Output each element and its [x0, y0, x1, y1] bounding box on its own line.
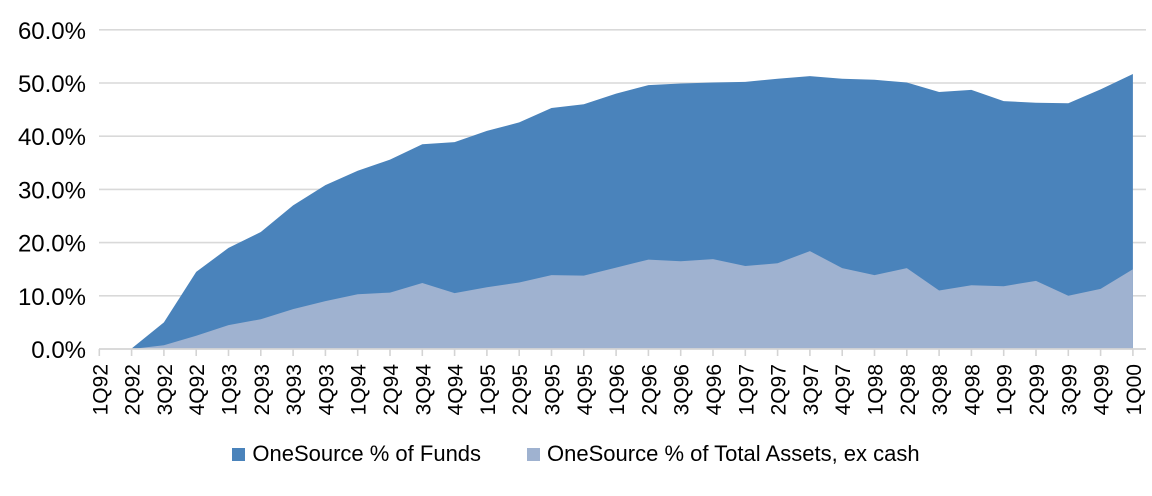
x-axis-tick-label: 2Q93	[251, 364, 274, 415]
legend-label-assets: OneSource % of Total Assets, ex cash	[547, 441, 920, 466]
y-axis-tick-label: 60.0%	[18, 18, 86, 45]
x-axis-tick-label: 2Q99	[1026, 364, 1049, 415]
y-axis-tick-label: 0.0%	[31, 337, 86, 364]
x-axis-tick-label: 4Q97	[832, 364, 855, 415]
x-axis-tick-label: 4Q96	[703, 364, 726, 415]
x-axis-tick-label: 1Q00	[1123, 364, 1146, 415]
x-axis-tick-label: 3Q93	[283, 364, 306, 415]
x-axis-tick-label: 1Q97	[735, 364, 758, 415]
legend-item-assets: OneSource % of Total Assets, ex cash	[527, 441, 920, 467]
legend-label-funds: OneSource % of Funds	[252, 441, 482, 466]
x-axis-tick-label: 4Q94	[445, 364, 468, 416]
x-axis-tick-label: 2Q95	[509, 364, 532, 415]
y-axis-tick-label: 10.0%	[18, 284, 86, 311]
legend: OneSource % of Funds OneSource % of Tota…	[0, 440, 1152, 468]
x-axis-tick-label: 4Q93	[315, 364, 338, 415]
x-axis-tick-label: 3Q97	[800, 364, 823, 415]
x-axis-tick-label: 1Q94	[348, 364, 371, 416]
x-axis-tick-label: 4Q98	[961, 364, 984, 415]
x-axis-tick-label: 4Q95	[574, 364, 597, 415]
x-axis-tick-label: 3Q99	[1058, 364, 1081, 415]
area-series-1	[99, 251, 1133, 349]
x-axis-tick-label: 1Q96	[606, 364, 629, 415]
y-axis-tick-label: 40.0%	[18, 124, 86, 151]
x-axis-tick-label: 4Q99	[1091, 364, 1114, 415]
y-axis-tick-label: 20.0%	[18, 231, 86, 258]
x-axis-tick-label: 3Q94	[412, 364, 435, 416]
x-axis-tick-label: 2Q96	[638, 364, 661, 415]
y-axis-tick-label: 30.0%	[18, 177, 86, 204]
x-axis-tick-label: 1Q95	[477, 364, 500, 415]
x-axis-tick-label: 1Q99	[994, 364, 1017, 415]
x-axis-tick-label: 2Q92	[122, 364, 145, 415]
x-axis-tick-label: 2Q94	[380, 364, 403, 416]
x-axis-tick-label: 3Q96	[671, 364, 694, 415]
x-axis-tick-label: 4Q92	[186, 364, 209, 415]
legend-swatch-assets-icon	[527, 447, 541, 461]
legend-item-funds: OneSource % of Funds	[232, 441, 481, 467]
x-axis-tick-label: 2Q97	[768, 364, 791, 415]
x-axis-tick-label: 1Q92	[89, 364, 112, 415]
x-axis-tick-label: 3Q92	[154, 364, 177, 415]
x-axis-tick-label: 1Q98	[865, 364, 888, 415]
x-axis-tick-label: 2Q98	[897, 364, 920, 415]
y-axis-tick-label: 50.0%	[18, 71, 86, 98]
x-axis-tick-label: 1Q93	[219, 364, 242, 415]
x-axis-tick-label: 3Q98	[929, 364, 952, 415]
x-axis-tick-label: 3Q95	[542, 364, 565, 415]
legend-swatch-funds-icon	[232, 447, 246, 461]
